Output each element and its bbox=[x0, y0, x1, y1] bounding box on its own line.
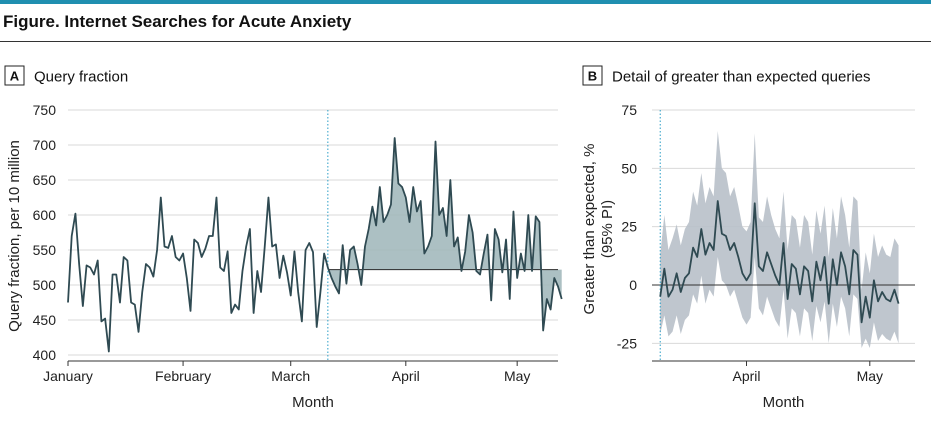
panel-a-letter: A bbox=[10, 69, 20, 84]
title-rule bbox=[0, 41, 931, 42]
panel-a-x-tick-label: January bbox=[43, 368, 93, 384]
panel-a-series-line bbox=[67, 137, 563, 353]
panel-b-y-axis-label-sub: (95% PI) bbox=[599, 200, 616, 258]
panel-a-excess-area bbox=[327, 138, 562, 331]
panel-a-title: Query fraction bbox=[34, 69, 128, 86]
panel-b-title: Detail of greater than expected queries bbox=[612, 69, 871, 86]
panel-b-y-axis-label: Greater than expected, % bbox=[581, 144, 598, 315]
panel-a-y-tick-label: 450 bbox=[33, 312, 57, 328]
panel-b-series-line bbox=[659, 200, 900, 324]
panel-b-y-tick-label: 25 bbox=[621, 219, 637, 235]
accent-bar bbox=[0, 0, 931, 4]
panel-b-letter-box bbox=[582, 65, 603, 86]
panel-a-y-tick-label: 700 bbox=[33, 137, 57, 153]
panel-a-y-tick-label: 550 bbox=[33, 242, 57, 258]
panel-b-x-tick-label: April bbox=[733, 368, 761, 384]
panel-a-x-axis-label: Month bbox=[292, 394, 334, 411]
panel-b-letter: B bbox=[588, 69, 597, 84]
panel-a-y-tick-label: 750 bbox=[33, 102, 57, 118]
panel-b-x-tick-label: May bbox=[857, 368, 883, 384]
panel-a-y-tick-label: 500 bbox=[33, 277, 57, 293]
figure-title: Figure. Internet Searches for Acute Anxi… bbox=[3, 12, 352, 31]
panel-a-x-tick-label: February bbox=[155, 368, 211, 384]
panel-a-y-tick-label: 600 bbox=[33, 207, 57, 223]
panel-b-y-tick-label: 75 bbox=[621, 102, 637, 118]
panel-b-y-tick-label: -25 bbox=[617, 335, 637, 351]
panel-a-y-axis-label: Query fraction, per 10 million bbox=[6, 140, 23, 332]
panel-b-y-tick-label: 0 bbox=[629, 277, 637, 293]
panel-a-letter-box bbox=[4, 65, 25, 86]
panel-b-y-tick-label: 50 bbox=[621, 160, 637, 176]
panel-a-x-tick-label: May bbox=[504, 368, 530, 384]
panel-a-y-tick-label: 400 bbox=[33, 347, 57, 363]
panel-a-x-tick-label: April bbox=[392, 368, 420, 384]
panel-b-x-axis-label: Month bbox=[763, 394, 805, 411]
panel-a-y-tick-label: 650 bbox=[33, 172, 57, 188]
panel-a-x-tick-label: March bbox=[271, 368, 310, 384]
panel-b-prediction-band bbox=[660, 131, 899, 348]
